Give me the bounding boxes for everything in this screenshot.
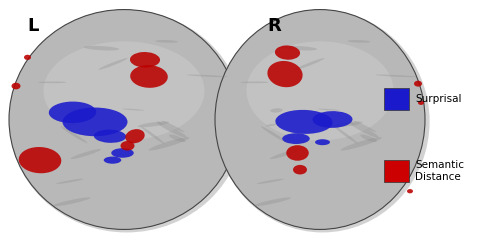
Ellipse shape [312, 111, 352, 128]
Ellipse shape [148, 137, 190, 151]
Ellipse shape [376, 75, 416, 77]
Ellipse shape [215, 10, 425, 229]
Ellipse shape [38, 81, 66, 83]
FancyBboxPatch shape [384, 160, 409, 182]
Ellipse shape [157, 122, 187, 138]
Ellipse shape [354, 121, 376, 132]
FancyBboxPatch shape [384, 88, 409, 110]
Ellipse shape [296, 58, 324, 70]
Ellipse shape [60, 126, 88, 143]
Ellipse shape [126, 129, 144, 143]
Ellipse shape [257, 179, 284, 184]
Ellipse shape [141, 127, 165, 144]
Ellipse shape [331, 121, 362, 127]
Text: Semantic
Distance: Semantic Distance [415, 160, 464, 182]
Ellipse shape [120, 141, 134, 151]
Ellipse shape [44, 41, 204, 140]
Ellipse shape [156, 40, 178, 43]
Ellipse shape [70, 149, 101, 159]
Ellipse shape [216, 10, 430, 233]
Ellipse shape [111, 148, 134, 158]
Ellipse shape [334, 127, 358, 144]
Ellipse shape [12, 83, 20, 89]
Ellipse shape [348, 40, 370, 43]
Ellipse shape [286, 145, 309, 161]
Ellipse shape [18, 147, 62, 173]
Ellipse shape [70, 108, 82, 113]
Ellipse shape [56, 179, 84, 184]
Ellipse shape [282, 133, 310, 144]
Ellipse shape [98, 58, 128, 70]
Ellipse shape [253, 197, 291, 206]
Ellipse shape [414, 81, 422, 87]
Ellipse shape [261, 126, 288, 143]
Ellipse shape [130, 52, 160, 67]
Ellipse shape [130, 65, 168, 88]
Ellipse shape [49, 102, 96, 123]
Ellipse shape [169, 135, 186, 142]
Ellipse shape [94, 130, 126, 143]
Ellipse shape [270, 108, 282, 113]
Ellipse shape [65, 124, 76, 126]
Ellipse shape [9, 10, 239, 229]
Text: R: R [268, 17, 281, 35]
Ellipse shape [340, 137, 382, 151]
Ellipse shape [275, 45, 300, 60]
Ellipse shape [246, 41, 394, 140]
Ellipse shape [418, 101, 424, 105]
Ellipse shape [162, 121, 184, 132]
Ellipse shape [138, 121, 169, 127]
Ellipse shape [62, 108, 128, 136]
Ellipse shape [266, 124, 277, 126]
Ellipse shape [122, 109, 144, 111]
Ellipse shape [349, 122, 378, 138]
Ellipse shape [268, 61, 302, 87]
Ellipse shape [186, 75, 228, 77]
Ellipse shape [276, 110, 332, 134]
Ellipse shape [315, 139, 330, 145]
Ellipse shape [318, 109, 340, 111]
Ellipse shape [270, 149, 300, 159]
Ellipse shape [360, 135, 377, 142]
Ellipse shape [9, 10, 244, 233]
Text: Surprisal: Surprisal [415, 94, 462, 104]
Ellipse shape [104, 157, 121, 164]
Ellipse shape [407, 189, 413, 193]
Ellipse shape [52, 197, 90, 206]
Ellipse shape [24, 55, 31, 60]
Text: L: L [28, 17, 39, 35]
Ellipse shape [282, 46, 317, 50]
Ellipse shape [293, 165, 307, 174]
Ellipse shape [240, 81, 269, 83]
Ellipse shape [84, 46, 119, 50]
